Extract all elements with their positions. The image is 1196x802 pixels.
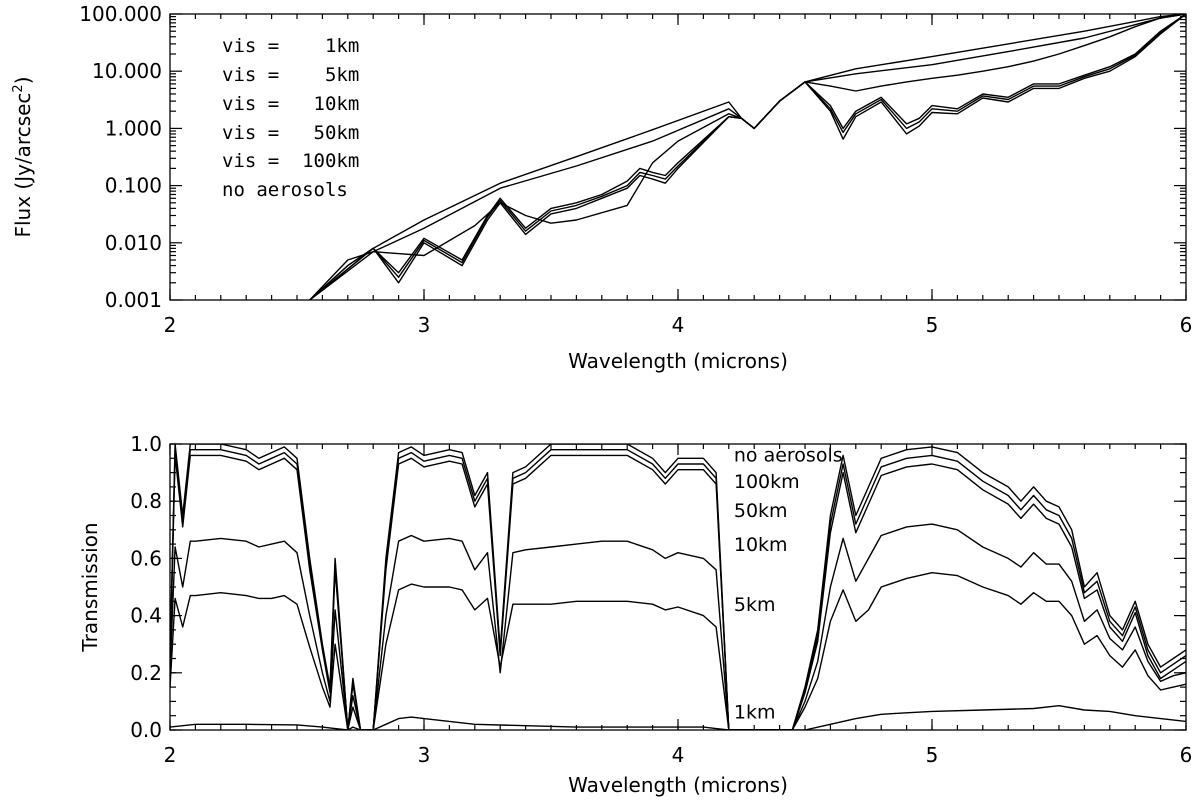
flux-y-tick-labels: 0.001 0.010 0.100 1.000 10.000 100.000 bbox=[79, 2, 162, 312]
transmission-x-tick-label: 4 bbox=[672, 743, 685, 767]
series-label-10km: 10km bbox=[734, 534, 788, 556]
flux-x-axis-title: Wavelength (microns) bbox=[568, 349, 788, 373]
flux-x-tick-label: 3 bbox=[418, 313, 431, 337]
transmission-series-labels: no aerosols 100km 50km 10km 5km 1km bbox=[734, 445, 843, 724]
flux-series-line-6 bbox=[309, 14, 1186, 300]
flux-x-tick-label: 4 bbox=[672, 313, 685, 337]
flux-x-tick-label: 5 bbox=[926, 313, 939, 337]
series-label-50km: 50km bbox=[734, 500, 788, 522]
transmission-x-tick-label: 6 bbox=[1180, 743, 1193, 767]
transmission-panel: 2 3 4 5 6 0.0 0.2 0.4 0.6 0.8 1.0 no aerosols 100k… bbox=[78, 432, 1192, 797]
transmission-series-line-4 bbox=[170, 523, 1186, 730]
flux-legend: vis = 1km vis = 5km vis = 10km vis = 50k… bbox=[222, 35, 359, 201]
legend-entry-no-aerosols: no aerosols bbox=[222, 179, 348, 201]
flux-series-line-4 bbox=[309, 14, 1186, 300]
transmission-y-tick-label: 0.8 bbox=[130, 489, 162, 513]
transmission-y-tick-label: 0.0 bbox=[130, 718, 162, 742]
flux-curves bbox=[309, 14, 1186, 300]
transmission-y-tick-label: 0.2 bbox=[130, 661, 162, 685]
flux-series-line-5 bbox=[309, 14, 1186, 300]
flux-y-tick-label: 100.000 bbox=[79, 2, 162, 26]
flux-y-axis-title: Flux (Jy/arcsec2) bbox=[11, 76, 35, 237]
transmission-x-tick-label: 2 bbox=[164, 743, 177, 767]
legend-entry-vis-100km: vis = 100km bbox=[222, 150, 359, 172]
flux-y-axis-title-end: ) bbox=[11, 76, 35, 84]
flux-y-tick-label: 10.000 bbox=[92, 59, 162, 83]
flux-y-tick-label: 0.010 bbox=[105, 231, 162, 255]
flux-ticks bbox=[169, 13, 1187, 301]
transmission-series-group bbox=[170, 444, 1186, 730]
flux-series-line-2 bbox=[309, 14, 1186, 300]
flux-y-tick-label: 0.001 bbox=[105, 288, 162, 312]
flux-x-tick-label: 6 bbox=[1180, 313, 1193, 337]
transmission-x-tick-label: 3 bbox=[418, 743, 431, 767]
flux-series-line-1 bbox=[309, 14, 1186, 300]
transmission-series-line-3 bbox=[170, 454, 1186, 730]
flux-x-tick-label: 2 bbox=[164, 313, 177, 337]
transmission-series-line-6 bbox=[170, 705, 1186, 730]
transmission-x-axis-title: Wavelength (microns) bbox=[568, 773, 788, 797]
flux-y-axis-title-main: Flux (Jy/arcsec bbox=[11, 93, 35, 238]
transmission-y-tick-label: 0.6 bbox=[130, 546, 162, 570]
transmission-y-axis-title: Transmission bbox=[78, 522, 102, 652]
legend-entry-vis-50km: vis = 50km bbox=[222, 122, 359, 144]
series-label-1km: 1km bbox=[734, 701, 776, 723]
flux-y-tick-label: 1.000 bbox=[105, 116, 162, 140]
series-label-no-aerosols: no aerosols bbox=[734, 445, 843, 467]
transmission-y-tick-labels: 0.0 0.2 0.4 0.6 0.8 1.0 bbox=[130, 432, 162, 742]
transmission-curves bbox=[170, 444, 1186, 730]
transmission-x-tick-labels: 2 3 4 5 6 bbox=[164, 743, 1193, 767]
flux-series-line-3 bbox=[309, 14, 1186, 300]
legend-entry-vis-5km: vis = 5km bbox=[222, 64, 359, 86]
flux-y-axis-title-sup: 2 bbox=[11, 84, 26, 92]
flux-series-group bbox=[309, 14, 1186, 300]
transmission-x-tick-label: 5 bbox=[926, 743, 939, 767]
series-label-5km: 5km bbox=[734, 594, 776, 616]
transmission-ticks bbox=[169, 443, 1187, 731]
legend-entry-vis-1km: vis = 1km bbox=[222, 35, 359, 57]
flux-y-tick-label: 0.100 bbox=[105, 174, 162, 198]
legend-entry-vis-10km: vis = 10km bbox=[222, 93, 359, 115]
series-label-100km: 100km bbox=[734, 471, 800, 493]
flux-x-tick-labels: 2 3 4 5 6 bbox=[164, 313, 1193, 337]
transmission-y-tick-label: 0.4 bbox=[130, 604, 162, 628]
transmission-y-tick-label: 1.0 bbox=[130, 432, 162, 456]
transmission-series-line-5 bbox=[170, 572, 1186, 730]
